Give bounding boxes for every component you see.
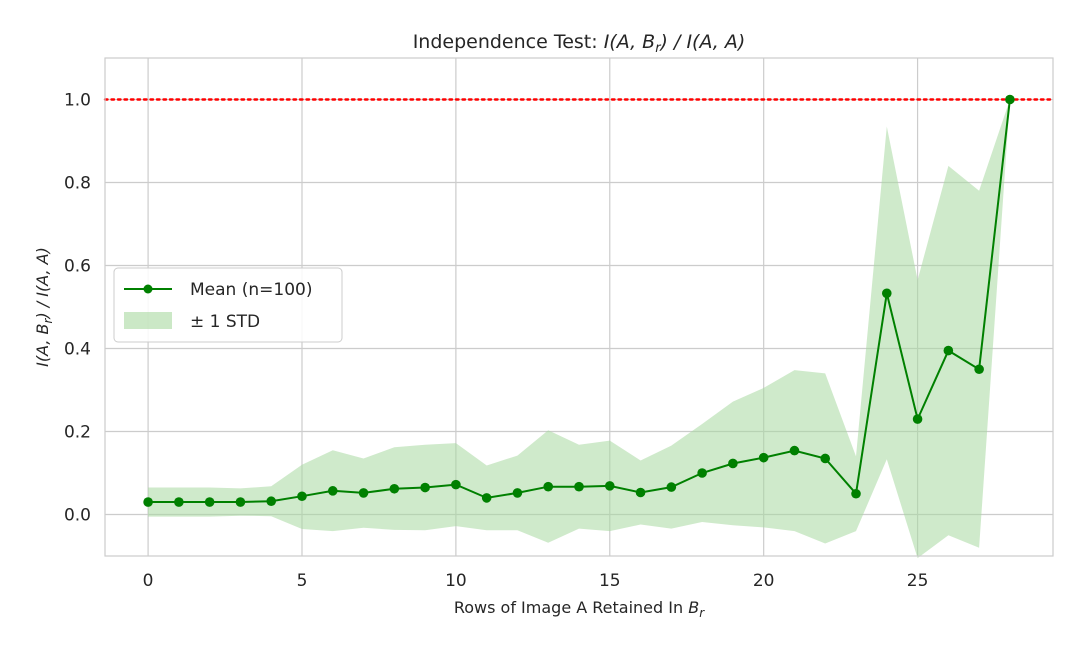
mean-point	[358, 488, 369, 498]
x-tick-label: 15	[599, 571, 621, 591]
mean-point	[204, 497, 215, 507]
mean-point	[789, 445, 800, 456]
legend-mean-label: Mean (n=100)	[190, 280, 312, 300]
mean-point	[881, 288, 892, 299]
mean-point	[266, 496, 277, 507]
chart-title: Independence Test: I(A, Br) / I(A, A)	[413, 31, 746, 56]
mean-point	[666, 482, 677, 492]
mean-point	[420, 482, 430, 493]
y-tick-label: 0.2	[64, 423, 91, 443]
mean-point	[512, 488, 523, 498]
mean-point	[543, 481, 554, 492]
mean-point	[143, 497, 153, 507]
mean-point	[174, 497, 184, 507]
legend-std-swatch	[124, 312, 172, 329]
std-band-layer	[148, 99, 1010, 559]
mean-point	[974, 364, 984, 375]
x-tick-label: 0	[143, 571, 154, 591]
mean-point	[697, 468, 707, 478]
series-layer	[143, 94, 1015, 507]
x-tick-label: 10	[445, 571, 467, 591]
mean-point	[297, 491, 307, 502]
mean-point	[574, 481, 584, 492]
mean-point	[728, 458, 738, 469]
y-tick-label: 0.4	[64, 340, 91, 360]
x-tick-label: 20	[753, 571, 775, 591]
mean-point	[451, 479, 461, 490]
mean-point	[327, 486, 338, 496]
x-tick-label: 5	[297, 571, 308, 591]
mean-point	[481, 493, 492, 503]
y-tick-labels: 0.0 0.2 0.4 0.6 0.8 1.0	[64, 91, 91, 526]
y-tick-label: 1.0	[64, 91, 91, 111]
plot-frame	[104, 57, 1054, 557]
mean-point	[1005, 94, 1015, 105]
y-tick-label: 0.0	[64, 506, 91, 526]
y-tick-label: 0.8	[64, 174, 91, 194]
legend-mean-marker	[143, 284, 153, 294]
y-tick-label: 0.6	[64, 257, 91, 277]
mean-point	[820, 453, 831, 464]
x-tick-labels: 0 5 10 15 20 25	[143, 571, 929, 591]
y-axis-label: I(A, Br) / I(A, A)	[33, 247, 55, 367]
mean-point	[912, 414, 923, 424]
mean-point	[851, 488, 861, 499]
mean-point	[235, 497, 246, 507]
legend: Mean (n=100) ± 1 STD	[113, 267, 343, 343]
x-axis-label: Rows of Image A Retained In Br	[454, 598, 705, 620]
x-tick-label: 25	[907, 571, 929, 591]
mean-point	[943, 345, 954, 356]
mean-point	[604, 481, 615, 491]
std-band	[148, 99, 1010, 559]
mean-point	[758, 452, 769, 463]
legend-std-label: ± 1 STD	[190, 312, 260, 332]
mean-point	[389, 483, 400, 494]
mean-point	[635, 487, 646, 498]
